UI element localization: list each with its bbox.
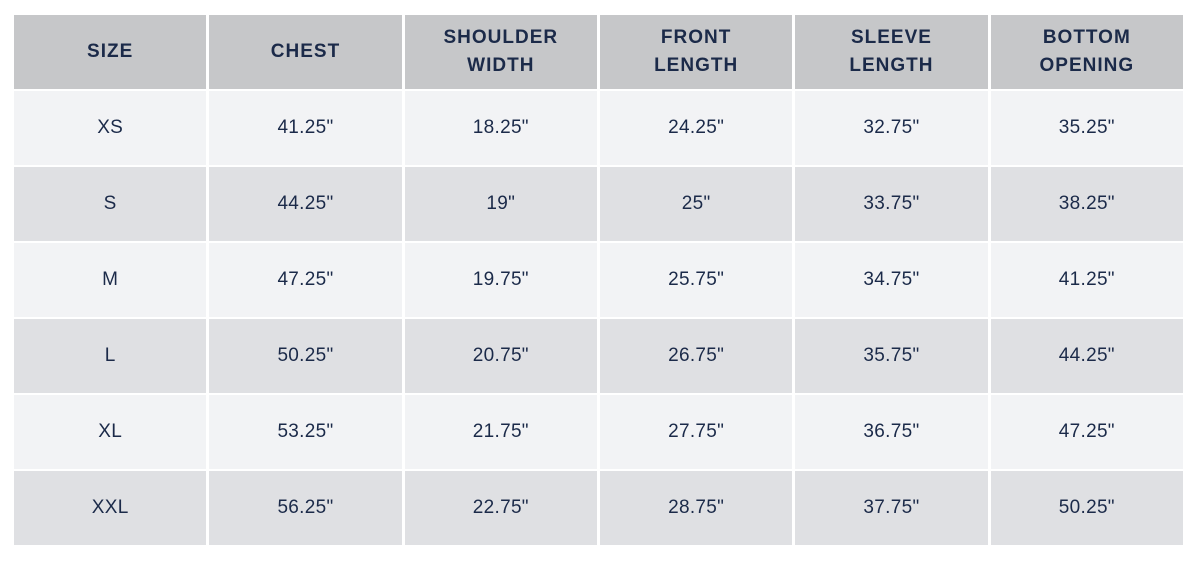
measurement-cell: 47.25"	[209, 243, 402, 317]
size-label-cell: L	[14, 319, 207, 393]
measurement-cell: 50.25"	[209, 319, 402, 393]
table-row-s: S 44.25" 19" 25" 33.75" 38.25"	[14, 167, 1183, 241]
measurement-cell: 19"	[404, 167, 597, 241]
measurement-cell: 21.75"	[404, 395, 597, 469]
measurement-cell: 24.25"	[599, 91, 793, 165]
column-header-label: CHEST	[270, 41, 341, 63]
measurement-cell: 38.25"	[990, 167, 1183, 241]
column-header-shoulder-width: SHOULDER WIDTH	[404, 15, 597, 89]
header-row: SIZE CHEST SHOULDER WIDTH FRONT LENGTH S…	[14, 15, 1183, 89]
table-row-xl: XL 53.25" 21.75" 27.75" 36.75" 47.25"	[14, 395, 1183, 469]
measurement-cell: 32.75"	[795, 91, 988, 165]
column-header-sleeve-length: SLEEVE LENGTH	[795, 15, 988, 89]
column-header-label: SHOULDER WIDTH	[443, 27, 559, 76]
measurement-cell: 25.75"	[599, 243, 793, 317]
size-label-cell: M	[14, 243, 207, 317]
column-header-size: SIZE	[14, 15, 207, 89]
table-row-m: M 47.25" 19.75" 25.75" 34.75" 41.25"	[14, 243, 1183, 317]
table-row-xs: XS 41.25" 18.25" 24.25" 32.75" 35.25"	[14, 91, 1183, 165]
measurement-cell: 47.25"	[990, 395, 1183, 469]
column-header-chest: CHEST	[209, 15, 402, 89]
size-label-cell: XXL	[14, 471, 207, 545]
table-row-l: L 50.25" 20.75" 26.75" 35.75" 44.25"	[14, 319, 1183, 393]
measurement-cell: 50.25"	[990, 471, 1183, 545]
measurement-cell: 53.25"	[209, 395, 402, 469]
column-header-bottom-opening: BOTTOM OPENING	[990, 15, 1183, 89]
measurement-cell: 35.75"	[795, 319, 988, 393]
measurement-cell: 25"	[599, 167, 793, 241]
measurement-cell: 34.75"	[795, 243, 988, 317]
measurement-cell: 33.75"	[795, 167, 988, 241]
measurement-cell: 44.25"	[990, 319, 1183, 393]
size-label-cell: XS	[14, 91, 207, 165]
measurement-cell: 20.75"	[404, 319, 597, 393]
measurement-cell: 27.75"	[599, 395, 793, 469]
measurement-cell: 44.25"	[209, 167, 402, 241]
measurement-cell: 28.75"	[599, 471, 793, 545]
column-header-label: FRONT LENGTH	[654, 27, 739, 76]
measurement-cell: 41.25"	[209, 91, 402, 165]
size-chart: SIZE CHEST SHOULDER WIDTH FRONT LENGTH S…	[11, 13, 1186, 547]
column-header-label: SIZE	[87, 41, 134, 63]
size-label-cell: S	[14, 167, 207, 241]
table-row-xxl: XXL 56.25" 22.75" 28.75" 37.75" 50.25"	[14, 471, 1183, 545]
column-header-label: SLEEVE LENGTH	[849, 27, 934, 76]
measurement-cell: 22.75"	[404, 471, 597, 545]
measurement-cell: 37.75"	[795, 471, 988, 545]
measurement-cell: 36.75"	[795, 395, 988, 469]
measurement-cell: 19.75"	[404, 243, 597, 317]
measurement-cell: 41.25"	[990, 243, 1183, 317]
measurement-cell: 18.25"	[404, 91, 597, 165]
measurement-cell: 26.75"	[599, 319, 793, 393]
column-header-label: BOTTOM OPENING	[1039, 27, 1135, 76]
column-header-front-length: FRONT LENGTH	[599, 15, 793, 89]
size-chart-table: SIZE CHEST SHOULDER WIDTH FRONT LENGTH S…	[11, 13, 1186, 547]
size-label-cell: XL	[14, 395, 207, 469]
measurement-cell: 35.25"	[990, 91, 1183, 165]
measurement-cell: 56.25"	[209, 471, 402, 545]
